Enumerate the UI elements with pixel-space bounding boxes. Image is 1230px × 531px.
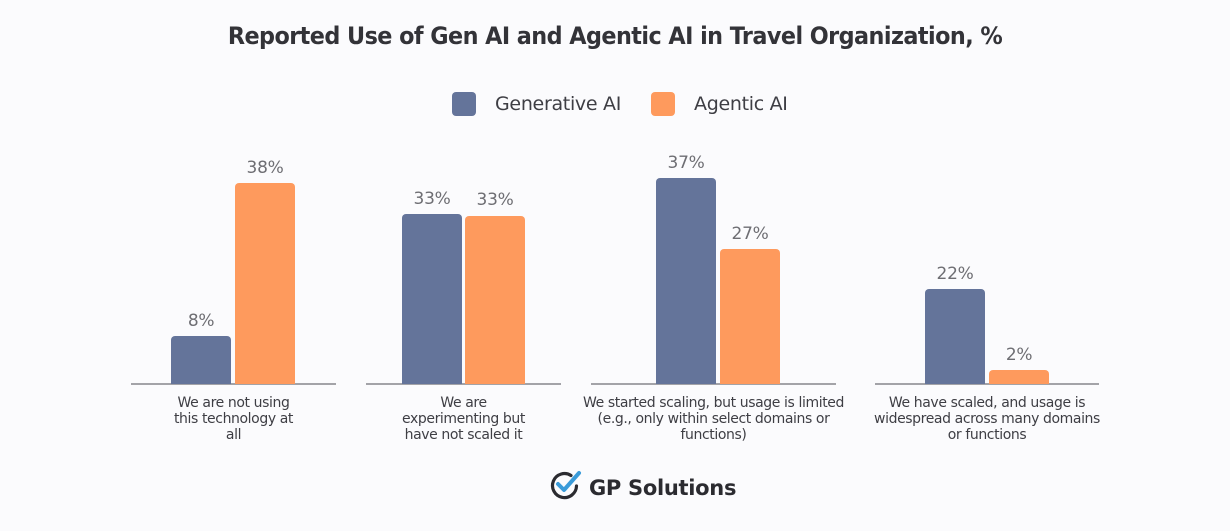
axis-line (366, 383, 561, 385)
category-label-line: experimenting but (402, 411, 525, 427)
check-circle-icon (549, 469, 583, 506)
bar-agentic-ai (465, 216, 525, 384)
value-label: 33% (413, 189, 451, 209)
category-label-line: (e.g., only within select domains or (597, 411, 830, 427)
legend: Generative AI Agentic AI (0, 92, 1230, 118)
category-label-line: this technology at (173, 411, 294, 427)
bar-agentic-ai (720, 249, 780, 384)
category-label-line: have not scaled it (404, 427, 523, 443)
legend-label: Generative AI (495, 93, 622, 115)
category-label: We have scaled, and usage is widespread … (870, 395, 1104, 443)
value-label: 27% (731, 224, 769, 244)
bar-generative-ai (925, 289, 985, 384)
bar-agentic-ai (235, 183, 295, 384)
logo-text: GP Solutions (589, 475, 737, 500)
category-label-line: We started scaling, but usage is limited (583, 395, 844, 411)
value-label: 2% (1005, 345, 1033, 365)
axis-line (875, 383, 1099, 385)
bar-generative-ai (402, 214, 462, 384)
value-label: 33% (476, 190, 514, 210)
category-label-line: functions) (680, 427, 747, 443)
bar-agentic-ai (989, 370, 1049, 384)
category-label: We are experimenting but have not scaled… (366, 395, 561, 443)
generative-ai-swatch (452, 92, 476, 116)
axis-line (131, 383, 336, 385)
value-label: 38% (246, 158, 284, 178)
category-label-line: widespread across many domains (874, 411, 1100, 427)
value-label: 22% (936, 264, 974, 284)
category-label-line: all (225, 427, 242, 443)
category-label-line: We are not using (177, 395, 290, 411)
category-label-line: We are (440, 395, 487, 411)
value-label: 8% (187, 311, 215, 331)
legend-item-agentic-ai: Agentic AI (651, 92, 788, 116)
value-label: 37% (667, 153, 705, 173)
category-label-line: We have scaled, and usage is (888, 395, 1086, 411)
legend-label: Agentic AI (694, 93, 788, 115)
agentic-ai-swatch (651, 92, 675, 116)
category-label: We are not using this technology at all (131, 395, 336, 443)
legend-item-generative-ai: Generative AI (452, 92, 621, 116)
category-label: We started scaling, but usage is limited… (581, 395, 846, 443)
category-label-line: or functions (947, 427, 1027, 443)
chart-title: Reported Use of Gen AI and Agentic AI in… (227, 22, 1003, 50)
gp-solutions-logo: GP Solutions (549, 469, 736, 506)
axis-line (591, 383, 836, 385)
bar-generative-ai (171, 336, 231, 384)
bar-generative-ai (656, 178, 716, 384)
